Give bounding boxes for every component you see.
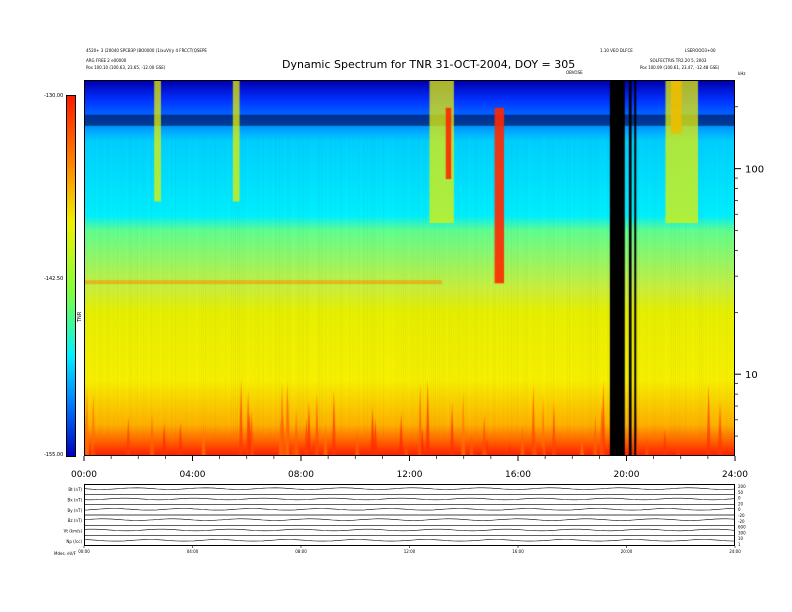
spectrogram-canvas [85,81,734,455]
x-tick-label: 16:00 [505,470,531,480]
panel-label: Bt (nT) [68,487,82,492]
panel-right-label: 300 [738,530,746,535]
panel-trace [83,528,736,532]
x-tick-label: 08:00 [288,470,314,480]
colorbar [66,95,76,457]
panel-right-label: 600 [738,525,746,530]
x-tick-label: 04:00 [180,470,206,480]
panel-x-tick-label: 20:00 [621,549,633,554]
y-tick-label: 10 [745,370,758,381]
colorbar-label-mid: -142.50 [44,276,64,282]
colorbar-label-top: -130.00 [44,93,64,99]
panel-x-tick-label: 04:00 [187,549,199,554]
panel-label: Np (/cc) [66,539,82,544]
panel-right-label: -20 [738,519,745,524]
header-right-line3: Pos 100.09 (100.61, 23.47, -12.48 GSE) [640,65,720,70]
panel-right-label: 0 [738,496,741,501]
chart-title: Dynamic Spectrum for TNR 31-OCT-2004, DO… [282,58,576,71]
panel-trace [83,518,736,521]
header-right-top: 1.10 VEO DLFCE [600,48,633,53]
header-right-line1: LSEROOO3+00 [685,48,716,53]
panel-right-label: 200 [738,484,746,489]
colorbar-label-bottom: -155.00 [44,452,64,458]
panel-label: Vt (km/s) [64,529,83,534]
panel-label: By (nT) [68,508,83,513]
x-tick-label: 00:00 [71,470,97,480]
header-right-line2: SOLFECTRIS TR2.20 5, 2003 [650,58,707,63]
panel-x-tick-label: 00:00 [78,549,90,554]
header-left-line3: Pos 100.10 (100.63, 23.65, -12.00 GSE) [86,65,166,70]
header-small-center: OBVOSE [566,70,583,75]
panel-right-label: 10 [738,536,744,541]
panel-label: Bz (nT) [68,518,83,523]
panel-right-label: -20 [738,513,745,518]
panel-trace [83,487,736,490]
panel-right-label: 50 [738,490,744,495]
panel-right-label: 0 [738,507,741,512]
spectrogram-frame [84,80,735,456]
x-tick-label: 24:00 [722,470,748,480]
panel-label: Bx (nT) [68,498,83,503]
panel-right-label: 1 [738,542,741,547]
panel-trace [83,497,736,501]
panel-x-tick-label: 24:00 [729,549,741,554]
footer-label: Mdes. eV/F [54,551,76,556]
panel-x-tick-label: 08:00 [295,549,307,554]
khz-unit-label: kHz [738,71,746,76]
panel-right-label: 20 [738,501,744,506]
y-tick-label: 100 [745,165,764,176]
x-tick-label: 20:00 [614,470,640,480]
panel-x-tick-label: 12:00 [404,549,416,554]
header-left-line1: 4520+ 3 (20040 SPCB3P (BO0000 (1/xuV/ry … [86,48,207,53]
panel-trace [83,508,736,511]
x-tick-label: 12:00 [397,470,423,480]
panel-x-tick-label: 16:00 [512,549,524,554]
panel-trace [83,539,736,542]
header-left-line2: ARG FREE 2 e00000 [86,58,127,63]
